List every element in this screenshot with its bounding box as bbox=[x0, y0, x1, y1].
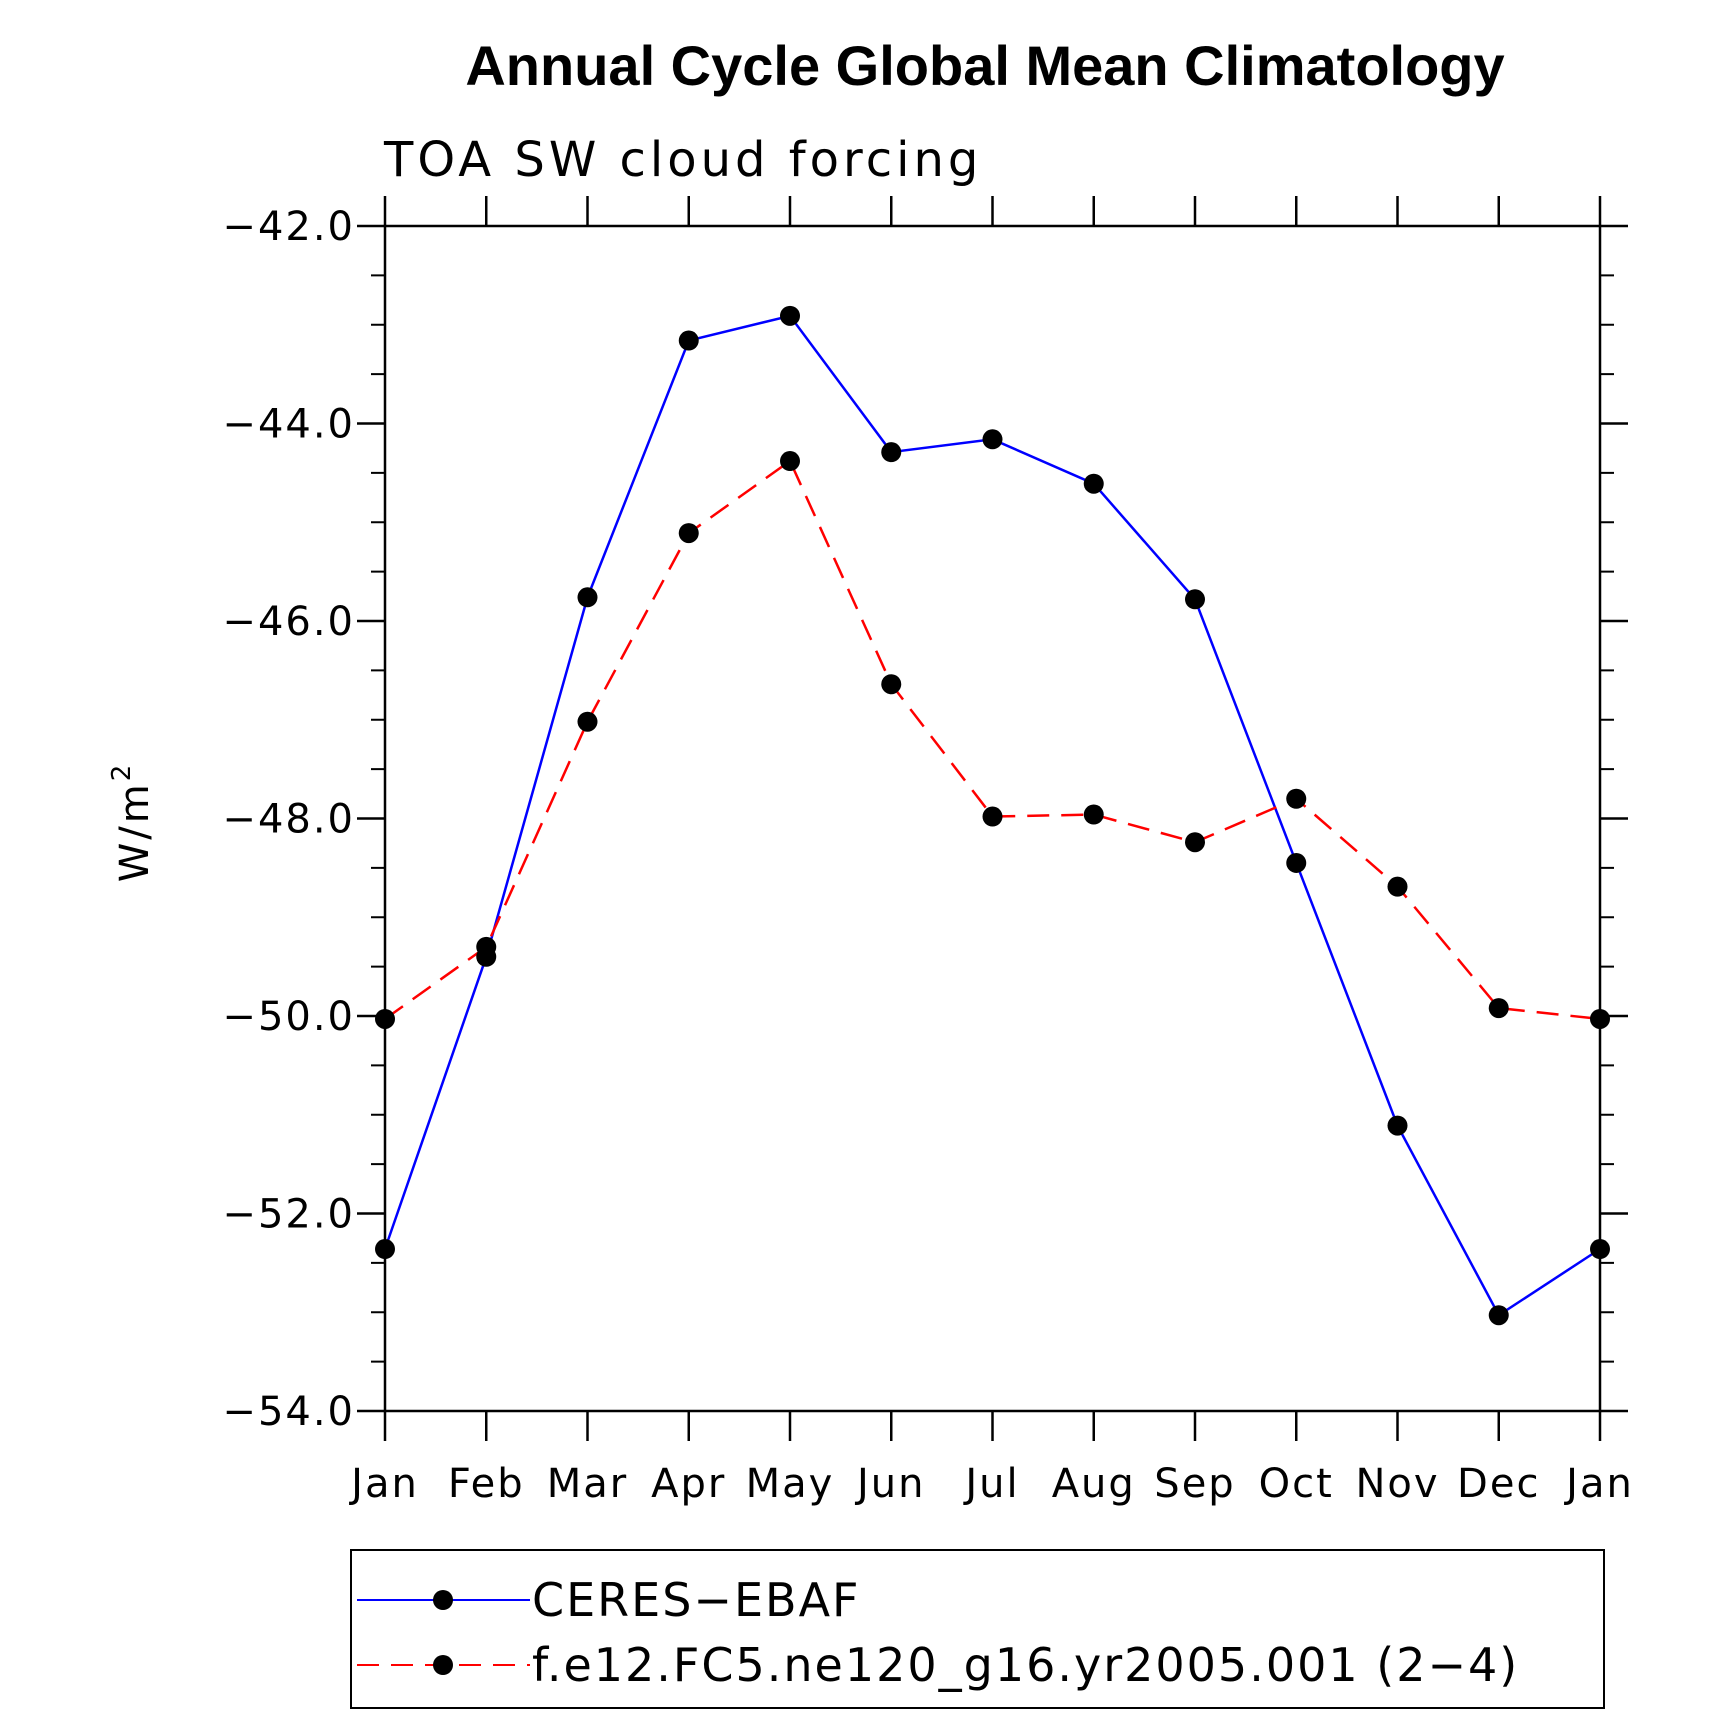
data-point-0-10 bbox=[1387, 1115, 1408, 1136]
chart-subtitle: TOA SW cloud forcing bbox=[383, 132, 982, 188]
data-point-0-0 bbox=[375, 1239, 395, 1260]
x-tick-label: May bbox=[746, 1461, 835, 1507]
data-point-0-8 bbox=[1185, 589, 1205, 610]
legend-label-ceres: CERES−EBAF bbox=[532, 1573, 861, 1627]
data-point-0-7 bbox=[1083, 473, 1104, 494]
data-point-0-6 bbox=[982, 429, 1003, 450]
y-tick-label: −42.0 bbox=[222, 204, 355, 250]
plot-axes: −42.0 −44.0 −46.0 −48.0 −50.0 −52.0 −54.0 Jan Fe… bbox=[222, 196, 1634, 1507]
x-tick-label: Apr bbox=[651, 1461, 726, 1507]
legend-marker-ceres bbox=[433, 1590, 453, 1610]
y-axis-label-sup: 2 bbox=[107, 762, 137, 782]
legend-marker-model bbox=[433, 1655, 453, 1675]
x-tick-label: Aug bbox=[1052, 1461, 1136, 1507]
data-point-1-2 bbox=[577, 711, 598, 732]
x-tick-label: Jul bbox=[962, 1461, 1019, 1507]
data-point-1-4 bbox=[780, 451, 800, 472]
x-tick-label: Oct bbox=[1259, 1461, 1334, 1507]
data-point-1-12 bbox=[1590, 1008, 1610, 1029]
x-tick-label: Sep bbox=[1154, 1461, 1235, 1507]
y-tick-label: −44.0 bbox=[222, 402, 355, 448]
data-point-1-11 bbox=[1488, 998, 1509, 1019]
data-point-1-8 bbox=[1185, 832, 1205, 853]
x-tick-label: Jan bbox=[348, 1461, 419, 1507]
legend-label-model: f.e12.FC5.ne120_g16.yr2005.001 (2−4) bbox=[532, 1638, 1519, 1692]
data-point-1-5 bbox=[881, 674, 902, 695]
data-point-1-3 bbox=[678, 523, 699, 544]
x-tick-label: Jan bbox=[1563, 1461, 1634, 1507]
y-tick-label: −52.0 bbox=[222, 1192, 355, 1238]
x-tick-label: Nov bbox=[1355, 1461, 1439, 1507]
y-axis-label-base: W/m bbox=[112, 781, 158, 882]
x-tick-label: Jun bbox=[854, 1461, 926, 1507]
x-tick-label: Dec bbox=[1457, 1461, 1540, 1507]
plot-series bbox=[375, 305, 1610, 1326]
y-tick-label: −50.0 bbox=[222, 994, 355, 1040]
series-line-1 bbox=[384, 459, 1601, 1021]
legend-box bbox=[350, 1549, 1605, 1709]
y-axis-label: W/m2 bbox=[107, 762, 158, 883]
data-point-0-9 bbox=[1286, 852, 1307, 873]
data-point-1-1 bbox=[476, 936, 497, 957]
x-tick-label: Feb bbox=[448, 1461, 525, 1507]
y-tick-label: −46.0 bbox=[222, 599, 355, 645]
data-point-1-6 bbox=[982, 806, 1003, 827]
data-point-0-12 bbox=[1590, 1239, 1610, 1260]
data-point-0-5 bbox=[881, 442, 902, 463]
data-point-1-0 bbox=[375, 1008, 395, 1029]
data-point-0-4 bbox=[780, 305, 800, 326]
x-tick-label: Mar bbox=[547, 1461, 628, 1507]
data-point-0-11 bbox=[1488, 1305, 1509, 1326]
data-point-1-7 bbox=[1083, 804, 1104, 825]
y-tick-label: −48.0 bbox=[222, 797, 355, 843]
legend: CERES−EBAF f.e12.FC5.ne120_g16.yr2005.00… bbox=[350, 1549, 1605, 1709]
chart-title: Annual Cycle Global Mean Climatology bbox=[465, 34, 1504, 97]
data-point-0-2 bbox=[577, 587, 598, 608]
data-point-1-10 bbox=[1387, 876, 1408, 897]
data-point-1-9 bbox=[1286, 788, 1307, 809]
data-point-0-3 bbox=[678, 330, 699, 351]
y-tick-label: −54.0 bbox=[222, 1389, 355, 1435]
